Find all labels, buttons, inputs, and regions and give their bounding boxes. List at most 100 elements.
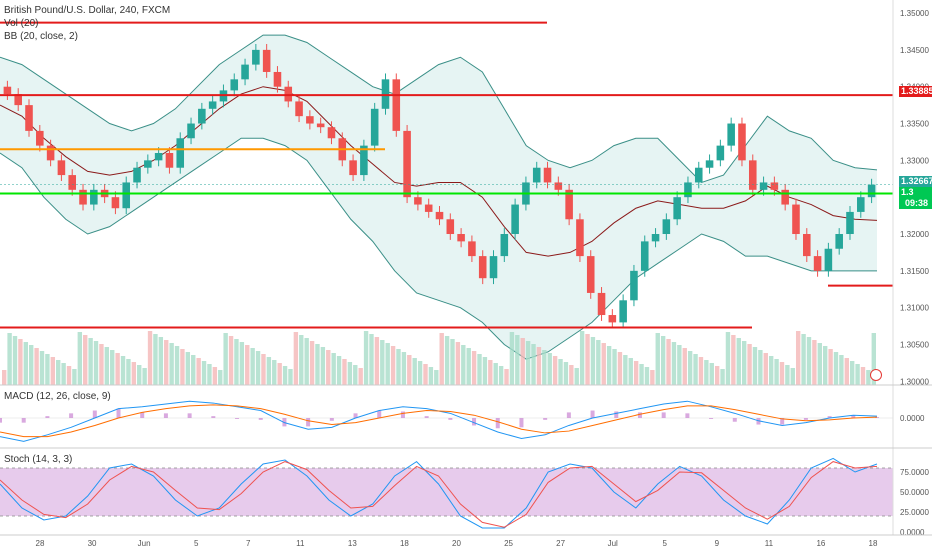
price-tick-label: 1.33000 xyxy=(900,156,929,165)
candle-body xyxy=(468,241,476,257)
candle-body xyxy=(511,204,519,235)
event-flag-icon[interactable] xyxy=(870,369,882,381)
volume-bar xyxy=(88,338,93,385)
volume-bar xyxy=(45,354,50,385)
volume-bar xyxy=(158,337,164,385)
volume-bar xyxy=(590,337,596,385)
volume-bar xyxy=(779,362,785,385)
volume-bar xyxy=(488,360,493,385)
volume-bar xyxy=(536,347,542,385)
last-price-tag: 1.32667 xyxy=(899,176,932,187)
candle-body xyxy=(252,49,260,65)
volume-bar xyxy=(623,355,628,385)
volume-bar xyxy=(569,365,574,385)
candle-body xyxy=(586,256,595,293)
volume-bar xyxy=(293,332,299,385)
macd-histogram-bar xyxy=(519,418,524,428)
macd-pane[interactable]: 0.0000 xyxy=(0,400,925,442)
price-pane[interactable] xyxy=(0,21,893,385)
volume-bar xyxy=(558,359,563,385)
volume-bar xyxy=(131,362,137,385)
volume-bar xyxy=(434,370,439,385)
price-tick-label: 1.30000 xyxy=(900,377,929,386)
volume-bar xyxy=(828,349,833,385)
volume-bar xyxy=(871,333,876,385)
candle-body xyxy=(360,145,368,176)
bollinger-indicator-label[interactable]: BB (20, close, 2) xyxy=(4,31,78,42)
stoch-tick-label: 25.0000 xyxy=(900,508,929,517)
stoch-pane[interactable]: 75.0000 50.0000 25.0000 0.0000 xyxy=(0,457,929,537)
volume-bar xyxy=(471,351,477,385)
volume-bar xyxy=(288,369,293,385)
volume-indicator-label[interactable]: Vol (20) xyxy=(4,18,39,29)
signal-line xyxy=(0,404,878,438)
volume-bar xyxy=(542,350,547,385)
volume-bar xyxy=(439,333,444,385)
candle-body xyxy=(803,234,811,257)
candle-body xyxy=(392,79,401,131)
volume-bar xyxy=(617,352,623,385)
candle-body xyxy=(694,167,703,183)
x-tick-label: 20 xyxy=(452,539,461,548)
candle-body xyxy=(3,86,12,95)
macd-histogram-bar xyxy=(661,412,666,418)
volume-bar xyxy=(23,342,29,385)
volume-bar xyxy=(477,354,482,385)
candle-body xyxy=(835,234,843,249)
volume-bar xyxy=(817,343,822,385)
candle-body xyxy=(90,189,98,205)
volume-bar xyxy=(299,335,304,385)
candle-body xyxy=(543,167,552,183)
volume-bar xyxy=(725,332,731,385)
volume-bar xyxy=(56,360,61,385)
volume-bar xyxy=(223,333,228,385)
macd-histogram-bar xyxy=(448,418,453,420)
volume-bar xyxy=(833,352,839,385)
volume-bar xyxy=(191,355,196,385)
volume-bar xyxy=(250,348,255,385)
x-tick-label: 18 xyxy=(400,539,409,548)
volume-bar xyxy=(39,351,45,385)
volume-bar xyxy=(423,364,428,385)
volume-bar xyxy=(758,350,763,385)
volume-bar xyxy=(326,350,331,385)
macd-indicator-label[interactable]: MACD (12, 26, close, 9) xyxy=(4,391,111,402)
volume-bar xyxy=(655,333,660,385)
volume-bar xyxy=(61,363,66,385)
volume-bar xyxy=(277,363,282,385)
volume-bar xyxy=(855,364,860,385)
price-tick-label: 1.34500 xyxy=(900,46,929,55)
volume-bar xyxy=(444,336,450,385)
volume-bar xyxy=(768,356,774,385)
volume-bar xyxy=(785,365,790,385)
macd-histogram-bar xyxy=(45,416,50,418)
macd-histogram-bar xyxy=(377,410,382,418)
candle-body xyxy=(165,152,174,168)
volume-bar xyxy=(628,358,633,385)
candle-body xyxy=(57,160,66,176)
volume-bar xyxy=(331,353,336,385)
macd-histogram-bar xyxy=(685,413,690,418)
volume-bar xyxy=(790,368,795,385)
volume-bar xyxy=(606,346,612,385)
candle-body xyxy=(532,167,541,183)
volume-bar xyxy=(407,355,412,385)
price-tick-label: 1.32000 xyxy=(900,230,929,239)
volume-bar xyxy=(207,364,212,385)
x-tick-label: 16 xyxy=(816,539,825,548)
candle-body xyxy=(770,182,779,190)
volume-bar xyxy=(147,331,153,385)
price-tick-label: 1.31000 xyxy=(900,304,929,313)
x-tick-label: Jun xyxy=(138,539,151,548)
x-tick-label: 5 xyxy=(194,539,199,548)
volume-bar xyxy=(72,369,77,385)
candle-body xyxy=(154,152,163,161)
candle-body xyxy=(446,219,455,235)
volume-bar xyxy=(126,359,131,385)
volume-bar xyxy=(466,348,471,385)
candle-body xyxy=(705,160,714,168)
stoch-indicator-label[interactable]: Stoch (14, 3, 3) xyxy=(4,454,73,465)
candle-body xyxy=(748,160,757,190)
candle-body xyxy=(813,256,822,271)
candle-body xyxy=(187,123,195,139)
